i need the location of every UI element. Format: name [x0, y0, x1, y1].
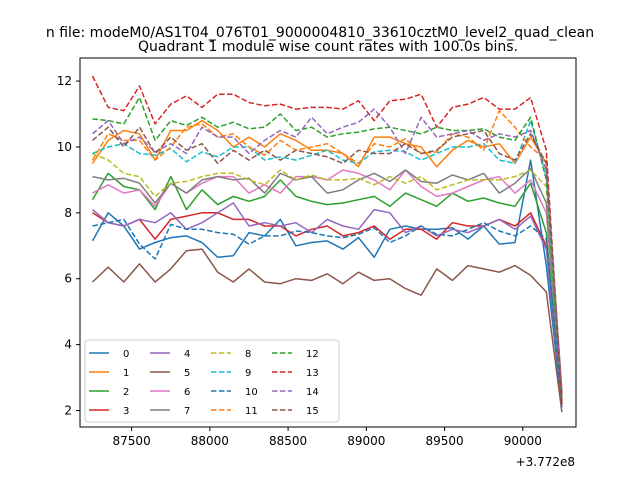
series-line-5: [91, 248, 563, 413]
legend-label-13: 13: [306, 368, 319, 379]
legend-label-10: 10: [245, 387, 258, 398]
y-tick-label-1: 4: [64, 338, 72, 352]
series-line-9: [92, 119, 563, 395]
x-tick-label-0: 87500: [113, 434, 151, 448]
legend-label-6: 6: [184, 387, 190, 398]
legend-label-14: 14: [306, 387, 319, 398]
legend-label-15: 15: [306, 406, 319, 417]
series-layer: [91, 75, 563, 413]
plot-frame: [79, 57, 577, 428]
legend-label-1: 1: [123, 368, 129, 379]
legend-label-2: 2: [123, 387, 129, 398]
legend-label-9: 9: [245, 368, 251, 379]
series-line-12: [92, 96, 563, 401]
legend-label-3: 3: [123, 406, 129, 417]
legend-label-12: 12: [306, 349, 319, 360]
y-tick-label-2: 6: [64, 272, 72, 286]
series-line-4: [92, 202, 563, 404]
series-line-15: [92, 126, 563, 395]
y-tick-label-5: 12: [57, 74, 72, 88]
x-tick-label-5: 90000: [504, 434, 542, 448]
legend-label-11: 11: [245, 406, 258, 417]
x-tick-label-3: 89000: [347, 434, 385, 448]
x-tick-label-2: 88500: [269, 434, 307, 448]
legend-label-4: 4: [184, 349, 190, 360]
series-line-8: [92, 152, 563, 398]
x-tick-label-1: 88000: [191, 434, 229, 448]
x-tick-label-4: 89500: [425, 434, 463, 448]
legend-label-7: 7: [184, 406, 190, 417]
legend-box: [84, 339, 340, 423]
y-tick-label-4: 10: [57, 140, 72, 154]
chart-title: Quadrant 1 module wise count rates with …: [138, 39, 518, 55]
chart-suptitle: n file: modeM0/AS1T04_076T01_9000004810_…: [46, 25, 594, 41]
series-line-1: [91, 119, 563, 401]
legend-label-5: 5: [184, 368, 190, 379]
x-offset-label: +3.772e8: [516, 455, 575, 469]
series-line-11: [91, 109, 563, 398]
y-tick-label-3: 8: [64, 206, 72, 220]
y-tick-label-0: 2: [64, 404, 72, 418]
series-line-2: [91, 172, 563, 404]
legend-label-8: 8: [245, 349, 251, 360]
series-line-14: [92, 108, 563, 391]
series-line-13: [91, 75, 563, 404]
legend-label-0: 0: [123, 349, 129, 360]
series-line-10: [92, 218, 563, 404]
